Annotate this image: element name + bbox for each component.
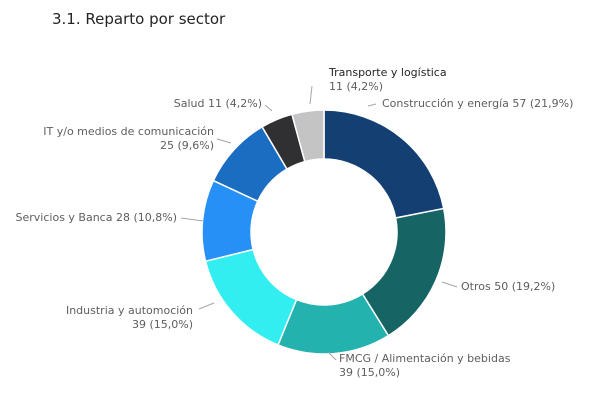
- leader-line-salud: [264, 104, 273, 112]
- data-label-it-y-o-medios-de-comunicacion: IT y/o medios de comunicación 25 (9,6%): [43, 125, 214, 152]
- leader-line-industria-y-automocion: [198, 302, 215, 310]
- data-label-fmcg-alimentacion-y-bebidas: FMCG / Alimentación y bebidas 39 (15,0%): [339, 352, 511, 379]
- data-label-industria-y-automocion: Industria y automoción 39 (15,0%): [66, 304, 193, 331]
- slice-industria-y-automocion[interactable]: [204, 248, 298, 346]
- leader-line-transporte-y-logistica: [309, 85, 313, 105]
- leader-line-construccion-y-energia: [367, 103, 377, 107]
- leader-line-fmcg-alimentacion-y-bebidas: [327, 351, 337, 361]
- chart-title: 3.1. Reparto por sector: [52, 10, 226, 28]
- data-label-otros: Otros 50 (19,2%): [461, 280, 555, 293]
- slice-transporte-y-logistica[interactable]: [291, 109, 325, 163]
- slice-construccion-y-energia[interactable]: [323, 109, 445, 219]
- leader-line-servicios-y-banca: [180, 217, 204, 222]
- data-label-transporte-y-logistica: Transporte y logística 11 (4,2%): [328, 66, 447, 93]
- data-label-salud: Salud 11 (4,2%): [174, 97, 262, 110]
- data-label-servicios-y-banca: Servicios y Banca 28 (10,8%): [16, 211, 177, 224]
- data-label-construccion-y-energia: Construcción y energía 57 (21,9%): [382, 97, 573, 110]
- leader-line-it-y-o-medios-de-comunicacion: [216, 138, 232, 144]
- leader-line-otros: [441, 281, 458, 288]
